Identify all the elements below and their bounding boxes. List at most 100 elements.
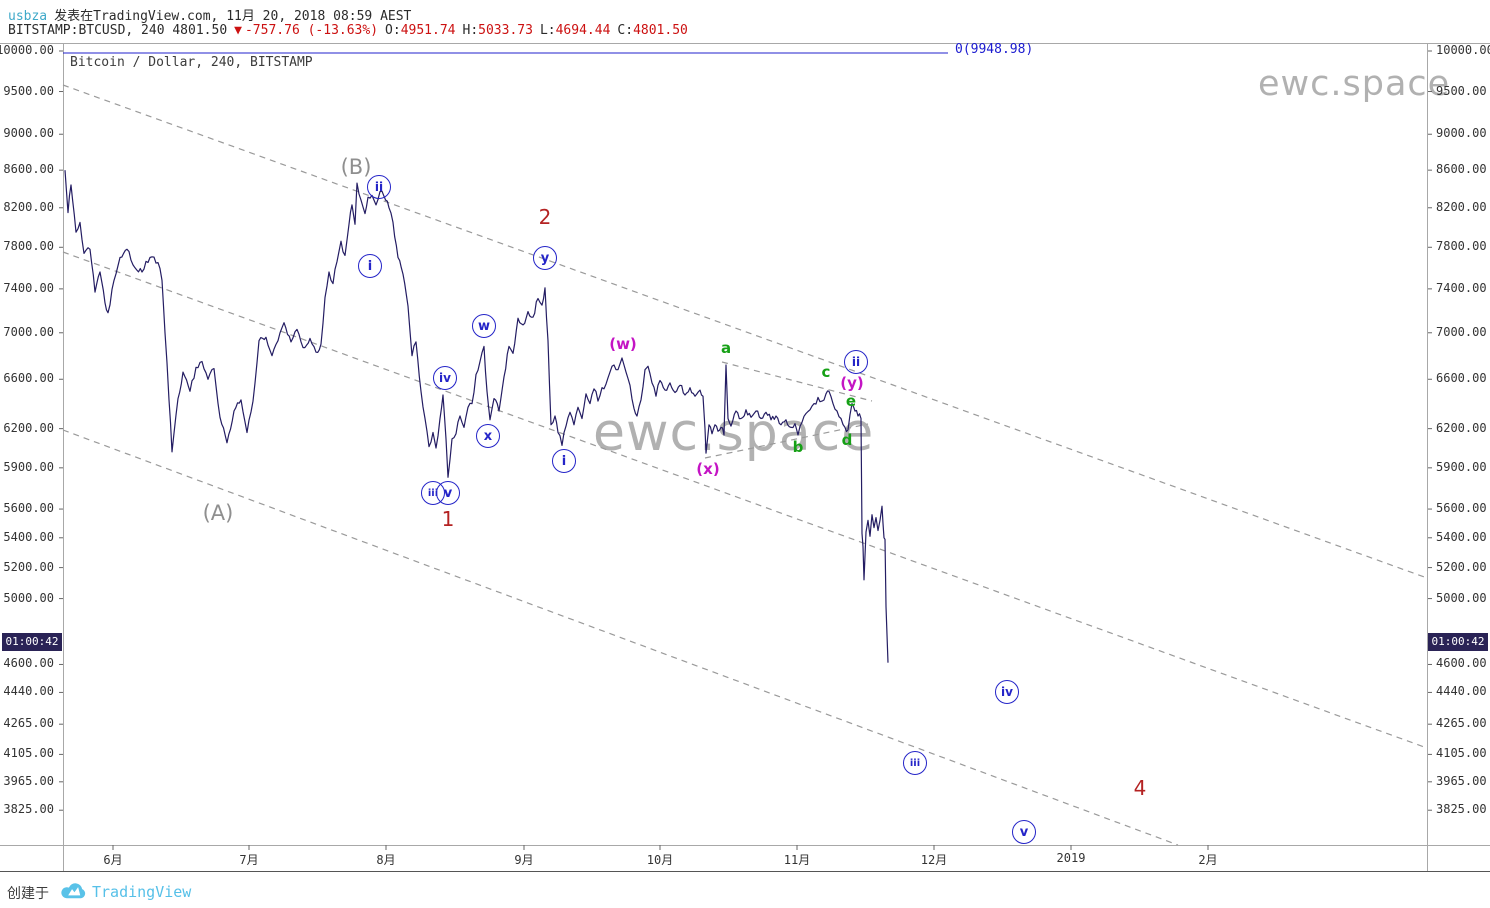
wave-circle-ii[interactable]: ii <box>844 350 868 374</box>
wave-circle-iv[interactable]: iv <box>995 680 1019 704</box>
price-tick-label: 4440.00 <box>3 684 54 699</box>
triangle-trendline-2[interactable] <box>704 423 869 459</box>
price-tick-label: 6200.00 <box>1436 420 1487 435</box>
price-tick-label: 10000.00 <box>0 43 54 57</box>
wave-circle-iv[interactable]: iv <box>433 366 457 390</box>
wave-label-(y)[interactable]: (y) <box>840 374 864 392</box>
close-label: C: <box>617 23 634 38</box>
zero-retracement-label[interactable]: 0(9948.98) <box>955 42 1034 57</box>
channel-trendline-2[interactable] <box>62 251 1428 749</box>
price-tick-label: 7800.00 <box>3 239 54 254</box>
symbol-and-price[interactable]: BITSTAMP:BTCUSD, 240 4801.50 <box>8 23 228 38</box>
price-tick-label: 8600.00 <box>3 162 54 177</box>
high-value: 5033.73 <box>478 23 533 38</box>
symbol-status-line: BITSTAMP:BTCUSD, 240 4801.50 ▼ -757.76 (-1… <box>8 23 688 38</box>
wave-label-(x)[interactable]: (x) <box>696 460 720 478</box>
footer: 创建于 TradingView <box>0 876 1490 908</box>
low-label: L: <box>539 23 556 38</box>
price-tick-label: 7000.00 <box>3 324 54 339</box>
channel-trendline-1[interactable] <box>62 84 1428 579</box>
wave-label-a[interactable]: a <box>720 339 732 357</box>
price-tick-label: 9000.00 <box>1436 126 1487 141</box>
price-tick-label: 5900.00 <box>3 459 54 474</box>
tradingview-brand-link[interactable]: TradingView <box>92 883 192 901</box>
price-tick-label: 5600.00 <box>3 501 54 516</box>
price-tick-label: 4265.00 <box>1436 716 1487 731</box>
price-tick-label: 10000.00 <box>1436 43 1490 57</box>
created-by-label: 创建于 <box>7 886 49 902</box>
price-tick-label: 9000.00 <box>3 126 54 141</box>
low-value: 4694.44 <box>555 23 611 38</box>
wave-circle-v[interactable]: v <box>1012 820 1036 844</box>
wave-label-c[interactable]: c <box>821 363 831 381</box>
price-tick-label: 7800.00 <box>1436 239 1487 254</box>
month-label-6月: 6月 <box>103 853 123 867</box>
price-tick-label: 6600.00 <box>3 371 54 386</box>
wave-label-(w)[interactable]: (w) <box>609 335 637 353</box>
price-line[interactable] <box>64 170 889 663</box>
wave-circle-i[interactable]: i <box>552 449 576 473</box>
chart-title: Bitcoin / Dollar, 240, BITSTAMP <box>70 55 313 70</box>
wave-label-4[interactable]: 4 <box>1133 776 1147 800</box>
price-axis-right[interactable]: 10000.00 9500.00 9000.00 8600.00 8200.00 7800… <box>1427 0 1490 908</box>
wave-circle-w[interactable]: w <box>472 314 496 338</box>
close-value: 4801.50 <box>633 23 688 38</box>
price-change: -757.76 (-13.63%) <box>244 23 379 38</box>
price-tick-label: 5600.00 <box>1436 501 1487 516</box>
price-axis-left[interactable]: 10000.00 9500.00 9000.00 8600.00 8200.00 7800… <box>0 0 62 908</box>
wave-label-b[interactable]: b <box>792 438 804 456</box>
month-label-9月: 9月 <box>514 853 534 867</box>
wave-circle-x[interactable]: x <box>476 424 500 448</box>
wave-circle-i[interactable]: i <box>358 254 382 278</box>
price-tick-label: 5000.00 <box>1436 590 1487 605</box>
publish-info-line: usbza 发表在TradingView.com, 11月 20, 2018 08… <box>8 5 411 24</box>
wave-circle-y[interactable]: y <box>533 246 557 270</box>
wave-label-2[interactable]: 2 <box>538 205 552 229</box>
price-tick-label: 8600.00 <box>1436 162 1487 177</box>
price-tick-label: 4600.00 <box>3 656 54 671</box>
triangle-trendline-1[interactable] <box>721 361 873 402</box>
price-tick-label: 3825.00 <box>1436 802 1487 817</box>
channel-trendline-3[interactable] <box>62 429 1179 846</box>
price-tick-label: 9500.00 <box>3 83 54 98</box>
price-tick-label: 4265.00 <box>3 716 54 731</box>
wave-label-e[interactable]: e <box>845 392 857 410</box>
price-tick-label: 3965.00 <box>3 773 54 788</box>
price-tick-label: 8200.00 <box>3 199 54 214</box>
price-tick-label: 5200.00 <box>1436 559 1487 574</box>
price-tick-label: 6600.00 <box>1436 371 1487 386</box>
month-label-2019: 2019 <box>1056 851 1086 865</box>
countdown-badge-left: 01:00:42 <box>2 633 62 651</box>
high-label: H: <box>462 23 479 38</box>
wave-label-(A)[interactable]: (A) <box>202 501 234 525</box>
author-username[interactable]: usbza <box>8 9 48 24</box>
price-tick-label: 5000.00 <box>3 590 54 605</box>
wave-label-d[interactable]: d <box>841 431 853 449</box>
wave-label-1[interactable]: 1 <box>441 507 455 531</box>
wave-circle-v[interactable]: v <box>436 481 460 505</box>
price-tick-label: 7400.00 <box>3 280 54 295</box>
price-tick-label: 4440.00 <box>1436 684 1487 699</box>
wave-circle-ii[interactable]: ii <box>367 175 391 199</box>
time-axis[interactable]: 6月 7月 8月 9月 10月 11月 12月 2019 2月 <box>0 845 1490 871</box>
tradingview-logo-icon[interactable] <box>60 879 87 903</box>
wave-label-(B)[interactable]: (B) <box>340 155 372 179</box>
month-label-10月: 10月 <box>646 853 674 867</box>
price-tick-label: 4105.00 <box>1436 746 1487 761</box>
wave-circle-iii[interactable]: iii <box>903 751 927 775</box>
price-tick-label: 9500.00 <box>1436 83 1487 98</box>
price-tick-label: 5400.00 <box>3 529 54 544</box>
price-tick-label: 4105.00 <box>3 746 54 761</box>
price-tick-label: 5200.00 <box>3 559 54 574</box>
price-tick-label: 3825.00 <box>3 802 54 817</box>
price-tick-label: 7000.00 <box>1436 324 1487 339</box>
price-tick-label: 6200.00 <box>3 420 54 435</box>
month-label-11月: 11月 <box>783 853 811 867</box>
month-label-8月: 8月 <box>376 853 396 867</box>
open-value: 4951.74 <box>400 23 456 38</box>
month-label-12月: 12月 <box>920 853 948 867</box>
price-tick-label: 3965.00 <box>1436 773 1487 788</box>
